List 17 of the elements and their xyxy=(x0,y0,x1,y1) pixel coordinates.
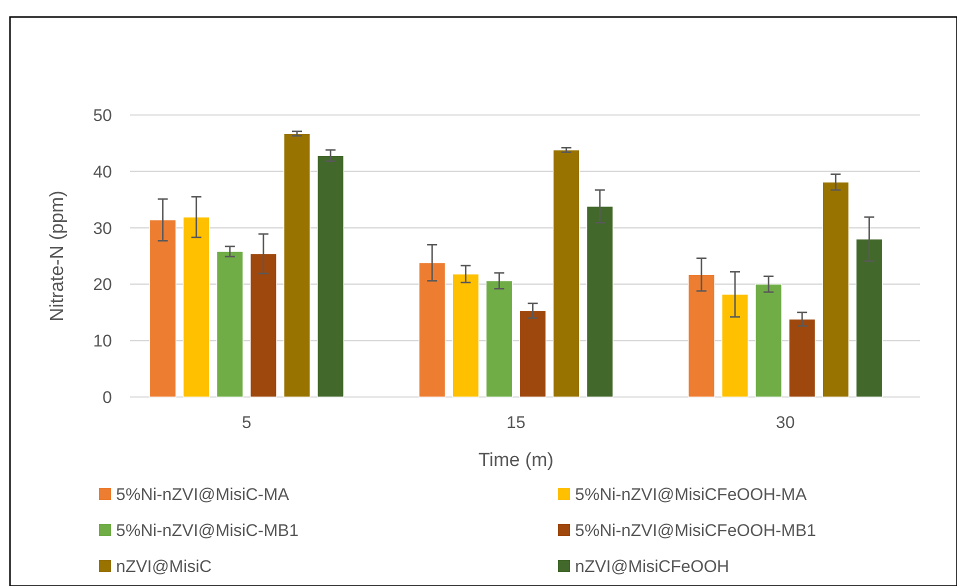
y-tick-label: 50 xyxy=(93,106,112,125)
legend-label: nZVI@MisiC xyxy=(116,556,212,576)
y-tick-label: 20 xyxy=(93,275,112,294)
y-axis-title: Nitrate-N (ppm) xyxy=(47,190,68,322)
legend-label: 5%Ni-nZVI@MisiC-MA xyxy=(116,484,290,504)
y-tick-label: 0 xyxy=(102,388,112,407)
legend-label: 5%Ni-nZVI@MisiC-MB1 xyxy=(116,520,299,540)
x-tick-label: 30 xyxy=(776,413,795,432)
y-tick-label: 10 xyxy=(93,332,112,351)
x-tick-label: 5 xyxy=(242,413,252,432)
legend-label: 5%Ni-nZVI@MisiCFeOOH-MB1 xyxy=(575,520,816,540)
x-tick-label: 15 xyxy=(506,413,526,432)
legend-label: 5%Ni-nZVI@MisiCFeOOH-MA xyxy=(575,484,808,504)
y-tick-label: 30 xyxy=(93,218,112,238)
x-axis-title: Time (m) xyxy=(478,450,554,471)
y-tick-label: 40 xyxy=(93,162,112,182)
legend-label: nZVI@MisiCFeOOH xyxy=(575,556,730,576)
